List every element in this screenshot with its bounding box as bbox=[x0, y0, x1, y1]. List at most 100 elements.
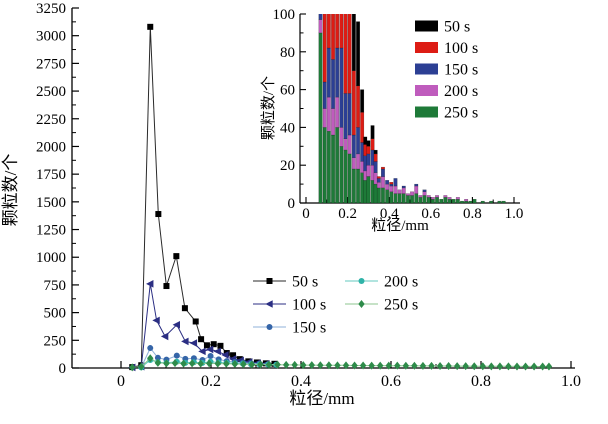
bar-segment-150s bbox=[335, 47, 340, 98]
inset-x-tick-label: 1.0 bbox=[505, 206, 524, 222]
series-marker-diamond bbox=[411, 361, 418, 370]
bar-segment-50s bbox=[356, 21, 360, 87]
bar-segment-100s bbox=[347, 14, 352, 94]
inset-legend-label: 200 s bbox=[444, 83, 478, 100]
bar-segment-50s bbox=[360, 89, 365, 113]
bar-segment-200s bbox=[356, 153, 360, 170]
main-y-tick-label: 750 bbox=[44, 278, 67, 294]
inset-y-tick-label: 40 bbox=[280, 120, 295, 136]
bar-segment-150s bbox=[389, 183, 394, 187]
series-marker-diamond bbox=[351, 361, 358, 370]
bar-segment-250s bbox=[376, 187, 381, 204]
bar-segment-150s bbox=[373, 161, 378, 173]
main-y-tick-label: 3250 bbox=[36, 1, 66, 17]
series-marker-diamond bbox=[359, 361, 367, 370]
bar-segment-200s bbox=[343, 138, 348, 151]
series-marker-diamond bbox=[188, 359, 196, 368]
bar-segment-150s bbox=[401, 185, 406, 189]
main-y-tick-label: 250 bbox=[44, 333, 67, 349]
main-x-tick-label: 0.6 bbox=[381, 373, 401, 390]
legend-entry-200s: 200 s bbox=[345, 274, 418, 291]
series-marker-diamond bbox=[513, 362, 521, 371]
series-marker-diamond bbox=[471, 362, 478, 371]
main-y-tick-label: 2250 bbox=[36, 112, 66, 128]
bar-segment-250s bbox=[435, 197, 439, 204]
series-marker-diamond bbox=[522, 362, 529, 371]
series-marker-diamond bbox=[154, 358, 162, 367]
series-marker-circle bbox=[207, 353, 214, 360]
series-marker-square bbox=[217, 342, 224, 349]
bar-segment-250s bbox=[422, 195, 427, 204]
series-marker-square bbox=[173, 253, 180, 260]
bar-segment-150s bbox=[326, 47, 331, 98]
bar-segment-200s bbox=[455, 197, 460, 200]
series-marker-triangle-left bbox=[160, 332, 169, 341]
main-y-axis-label: 颗粒数/个 bbox=[1, 154, 20, 227]
inset-x-tick-label: 0.8 bbox=[463, 206, 482, 222]
series-marker-diamond bbox=[545, 362, 553, 371]
series-marker-diamond bbox=[138, 362, 145, 371]
series-line bbox=[132, 26, 275, 368]
bar-segment-250s bbox=[451, 199, 456, 204]
bar-segment-250s bbox=[401, 193, 406, 204]
series-marker-diamond bbox=[436, 362, 444, 371]
inset-bars bbox=[318, 0, 506, 204]
series-marker-diamond bbox=[180, 359, 187, 368]
series-line bbox=[132, 283, 267, 368]
series-marker-triangle-left bbox=[152, 316, 160, 325]
series-marker-triangle-left bbox=[221, 351, 229, 359]
bar-segment-100s bbox=[322, 14, 327, 83]
bar-segment-200s bbox=[430, 197, 435, 200]
bar-segment-150s bbox=[366, 153, 371, 166]
bar-segment-150s bbox=[381, 168, 385, 177]
bar-segment-200s bbox=[381, 176, 385, 188]
inset-legend-swatch bbox=[415, 42, 438, 53]
series-marker-diamond bbox=[402, 361, 410, 370]
series-marker-circle bbox=[173, 352, 180, 359]
legend-entry-150s: 150 s bbox=[253, 320, 326, 337]
bar-segment-250s bbox=[472, 199, 477, 204]
bar-segment-150s bbox=[343, 93, 348, 139]
inset-legend-label: 50 s bbox=[444, 19, 470, 36]
bar-segment-200s bbox=[410, 191, 414, 196]
legend-label: 100 s bbox=[292, 297, 326, 314]
inset-y-tick-label: 80 bbox=[280, 45, 295, 61]
bar-segment-200s bbox=[326, 97, 331, 132]
main-x-tick-label: 0.4 bbox=[291, 373, 311, 390]
bar-segment-250s bbox=[439, 199, 444, 204]
bar-segment-250s bbox=[497, 200, 502, 204]
inset-legend-entry-250s: 250 s bbox=[415, 105, 478, 122]
bar-segment-150s bbox=[422, 189, 427, 192]
bar-segment-200s bbox=[393, 185, 398, 194]
series-marker-diamond bbox=[291, 360, 298, 369]
bar-segment-250s bbox=[464, 200, 469, 204]
bar-segment-100s bbox=[376, 176, 381, 179]
bar-segment-250s bbox=[489, 200, 494, 204]
bar-segment-100s bbox=[343, 14, 348, 94]
main-y-tick-label: 1500 bbox=[36, 195, 66, 211]
series-marker-diamond bbox=[462, 362, 469, 371]
bar-segment-250s bbox=[351, 168, 356, 204]
bar-segment-50s bbox=[323, 0, 327, 6]
bar-segment-200s bbox=[351, 157, 356, 170]
bar-segment-250s bbox=[339, 146, 344, 204]
main-x-tick-label: 0.8 bbox=[471, 373, 491, 390]
bar-segment-250s bbox=[410, 195, 414, 204]
bar-segment-250s bbox=[331, 134, 335, 204]
inset-legend-entry-50s: 50 s bbox=[415, 19, 470, 36]
bar-segment-250s bbox=[326, 131, 331, 204]
bar-segment-100s bbox=[381, 166, 385, 170]
series-marker-diamond bbox=[265, 360, 273, 369]
series-marker-diamond bbox=[539, 362, 546, 371]
series-marker-square bbox=[192, 318, 199, 325]
bar-segment-100s bbox=[331, 14, 335, 60]
series-marker-diamond bbox=[214, 359, 221, 368]
legend-label: 250 s bbox=[384, 297, 418, 314]
series-marker-square bbox=[230, 352, 237, 359]
bar-segment-250s bbox=[322, 127, 327, 204]
series-marker-diamond bbox=[147, 354, 154, 363]
legend-entry-100s: 100 s bbox=[253, 297, 326, 314]
main-y-tick-label: 1750 bbox=[36, 167, 66, 183]
series-marker-diamond bbox=[300, 361, 307, 370]
inset-y-axis-label: 颗粒数/个 bbox=[260, 76, 277, 140]
